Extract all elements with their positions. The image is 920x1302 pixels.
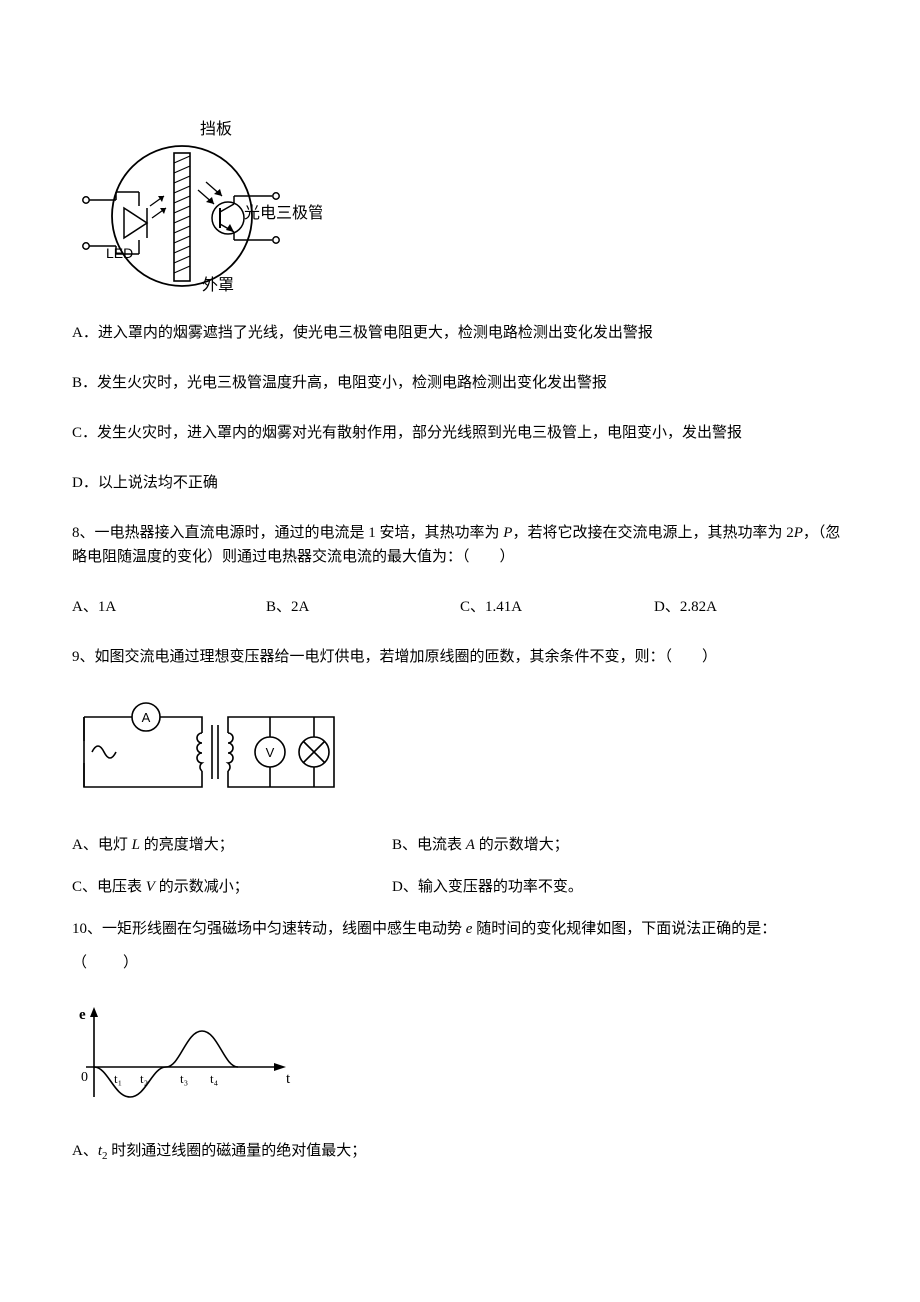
q7-figure: 挡板 LED xyxy=(72,118,848,293)
q8-option-a: A、1A xyxy=(72,595,266,619)
q8-option-c: C、1.41A xyxy=(460,595,654,619)
q7-option-a: A．进入罩内的烟雾遮挡了光线，使光电三极管电阻更大，检测电路检测出变化发出警报 xyxy=(72,321,848,345)
label-photo: 光电三极管 xyxy=(244,204,322,222)
q7-option-d: D．以上说法均不正确 xyxy=(72,471,848,495)
q7-option-c: C．发生火灾时，进入罩内的烟雾对光有散射作用，部分光线照到光电三极管上，电阻变小… xyxy=(72,421,848,445)
smoke-detector-diagram: 挡板 LED xyxy=(72,118,322,293)
q8-stem: 8、一电热器接入直流电源时，通过的电流是 1 安培，其热功率为 P，若将它改接在… xyxy=(72,521,848,569)
q7-option-b: B．发生火灾时，光电三极管温度升高，电阻变小，检测电路检测出变化发出警报 xyxy=(72,371,848,395)
tick-t4: t₄ xyxy=(210,1071,219,1086)
tick-t1: t₁ xyxy=(114,1071,122,1086)
q9-options-row2: C、电压表 V 的示数减小； D、输入变压器的功率不变。 xyxy=(72,875,848,899)
q9-option-b: B、电流表 A 的示数增大； xyxy=(392,833,712,857)
emf-sine-graph: e 0 t₁ t₂ t₃ t₄ t xyxy=(72,1001,302,1111)
svg-text:V: V xyxy=(266,745,275,760)
q8-options: A、1A B、2A C、1.41A D、2.82A xyxy=(72,595,848,619)
origin-zero: 0 xyxy=(81,1070,88,1085)
q8-option-d: D、2.82A xyxy=(654,595,848,619)
q9-figure: A V xyxy=(72,695,848,805)
q10-figure: e 0 t₁ t₂ t₃ t₄ t xyxy=(72,1001,848,1111)
q10-paren: （ ） xyxy=(72,951,848,975)
label-cover: 外罩 xyxy=(202,276,234,293)
tick-t3: t₃ xyxy=(180,1071,188,1086)
svg-text:A: A xyxy=(142,710,151,725)
q9-option-c: C、电压表 V 的示数减小； xyxy=(72,875,392,899)
axis-t: t xyxy=(286,1071,291,1087)
transformer-circuit: A V xyxy=(72,695,352,805)
q9-stem: 9、如图交流电通过理想变压器给一电灯供电，若增加原线圈的匝数，其余条件不变，则：… xyxy=(72,645,848,669)
q10-stem: 10、一矩形线圈在匀强磁场中匀速转动，线圈中感生电动势 e 随时间的变化规律如图… xyxy=(72,917,848,941)
tick-t2: t₂ xyxy=(140,1071,148,1086)
q8-option-b: B、2A xyxy=(266,595,460,619)
axis-e: e xyxy=(79,1007,86,1023)
q9-option-d: D、输入变压器的功率不变。 xyxy=(392,875,712,899)
q8-text-b: ，若将它改接在交流电源上，其热功率为 2 xyxy=(512,525,793,541)
q8-P2: P xyxy=(794,525,803,541)
q9-options-row1: A、电灯 L 的亮度增大； B、电流表 A 的示数增大； xyxy=(72,833,848,857)
q9-option-a: A、电灯 L 的亮度增大； xyxy=(72,833,392,857)
label-led: LED xyxy=(106,245,133,261)
label-baffle: 挡板 xyxy=(200,120,232,138)
q8-text-a: 8、一电热器接入直流电源时，通过的电流是 1 安培，其热功率为 xyxy=(72,525,503,541)
q10-option-a: A、t2 时刻通过线圈的磁通量的绝对值最大； xyxy=(72,1139,848,1166)
